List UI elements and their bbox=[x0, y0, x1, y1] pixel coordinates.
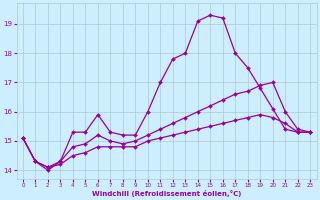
X-axis label: Windchill (Refroidissement éolien,°C): Windchill (Refroidissement éolien,°C) bbox=[92, 190, 241, 197]
